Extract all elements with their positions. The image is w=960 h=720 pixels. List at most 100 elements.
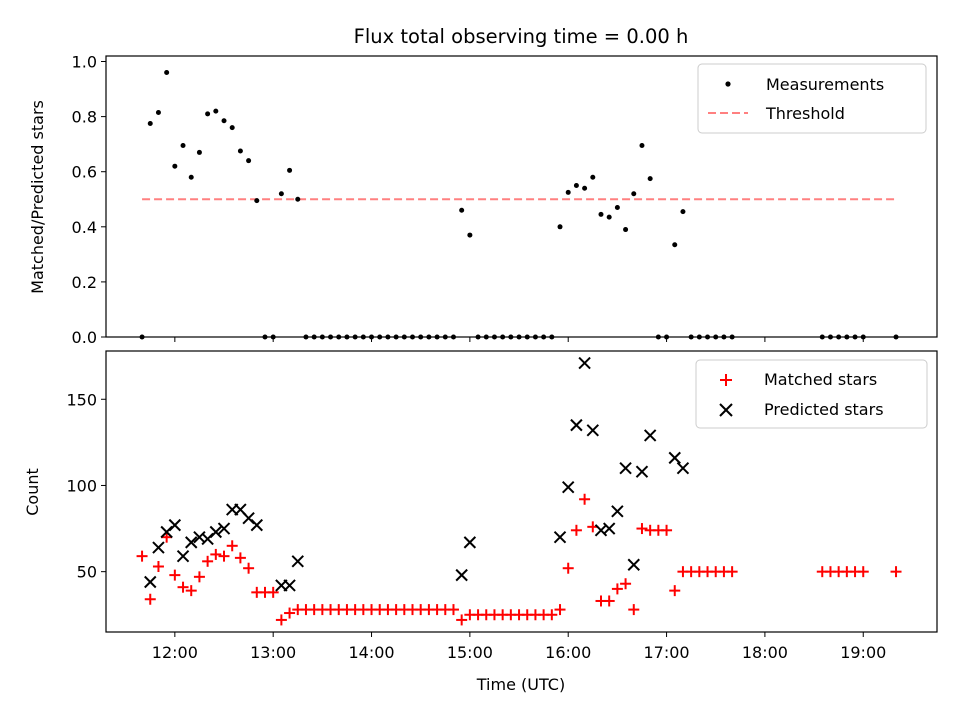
x-tick-label: 13:00: [250, 643, 296, 662]
measurement-point: [229, 125, 235, 131]
bottom-y-tick-label: 100: [66, 476, 97, 495]
predicted-stars-series: [144, 356, 690, 592]
top-plot-frame: [105, 55, 938, 338]
matched-star-point: [620, 578, 632, 590]
matched-star-point: [144, 593, 156, 605]
x-tick-label: 19:00: [840, 643, 886, 662]
predicted-star-point: [250, 518, 264, 532]
measurement-point: [467, 232, 473, 238]
matched-star-point: [554, 604, 566, 616]
measurement-point: [614, 205, 620, 211]
top-legend-box: [697, 63, 927, 134]
predicted-star-point: [553, 530, 567, 544]
matched-star-point: [611, 583, 623, 595]
x-axis-label: Time (UTC): [476, 675, 565, 694]
predicted-star-point: [643, 429, 657, 442]
bottom-y-axis-label: Count: [23, 468, 42, 516]
matched-star-point: [890, 566, 902, 578]
predicted-star-point: [578, 356, 591, 370]
matched-star-point: [284, 607, 296, 619]
matched-star-point: [193, 571, 205, 583]
x-tick-label: 14:00: [348, 643, 394, 662]
top-y-tick-label: 0.8: [72, 108, 97, 127]
matched-star-point: [661, 524, 673, 536]
matched-star-point: [226, 540, 238, 552]
matched-star-point: [185, 585, 197, 597]
measurement-point: [246, 158, 252, 164]
predicted-star-point: [602, 522, 616, 535]
predicted-star-point: [635, 465, 649, 478]
predicted-star-point: [627, 558, 640, 571]
top-y-tick-label: 0.4: [72, 218, 97, 237]
measurement-point: [639, 143, 645, 149]
measurement-point: [623, 227, 629, 233]
measurement-point: [196, 149, 202, 155]
measurement-point: [459, 207, 465, 213]
bottom-plot-frame: [105, 350, 938, 633]
matched-star-point: [456, 614, 468, 626]
legend-matched-label: Matched stars: [764, 370, 877, 389]
predicted-star-point: [668, 451, 681, 465]
matched-star-point: [570, 524, 582, 536]
matched-star-point: [636, 523, 648, 535]
bottom-legend: Matched stars Predicted stars: [695, 359, 928, 429]
matched-star-point: [210, 548, 222, 560]
bottom-legend-box: [695, 359, 928, 429]
x-tick-label: 12:00: [152, 643, 198, 662]
matched-star-point: [275, 614, 287, 626]
top-y-axis-label: Matched/Predicted stars: [28, 100, 47, 294]
measurement-point: [254, 198, 260, 204]
measurement-point: [606, 214, 612, 220]
predicted-star-point: [168, 518, 182, 532]
measurement-point: [172, 163, 178, 169]
matched-star-point: [628, 604, 640, 616]
x-tick-label: 16:00: [545, 643, 591, 662]
predicted-star-point: [152, 541, 165, 554]
measurement-point: [647, 176, 653, 182]
bottom-y-tick-label: 50: [77, 563, 97, 582]
predicted-star-point: [144, 575, 157, 589]
chart-title: Flux total observing time = 0.00 h: [354, 25, 689, 48]
predicted-star-point: [562, 480, 575, 494]
bottom-y-tick-label: 150: [66, 390, 97, 409]
measurement-point: [147, 120, 153, 126]
measurement-point: [287, 167, 293, 173]
measurement-point: [205, 111, 211, 117]
matched-star-point: [603, 595, 615, 607]
measurement-point: [672, 242, 678, 248]
measurement-point: [188, 174, 194, 180]
measurement-point: [565, 189, 571, 195]
predicted-star-point: [176, 549, 190, 563]
predicted-star-point: [291, 555, 304, 568]
predicted-star-point: [619, 462, 632, 475]
matched-star-point: [202, 555, 214, 567]
bottom-panel: 50 100 150 12:00 13:00 14:00 15:00 16:00 17:00 18…: [23, 350, 938, 694]
measurement-point: [155, 109, 161, 115]
measurement-point: [631, 191, 637, 197]
predicted-star-point: [217, 522, 231, 535]
x-tick-label: 18:00: [742, 643, 788, 662]
matched-star-point: [447, 604, 459, 616]
matched-star-point: [546, 609, 558, 621]
x-tick-label: 17:00: [644, 643, 690, 662]
matched-star-point: [243, 562, 255, 574]
matched-star-point: [136, 550, 148, 562]
predicted-star-point: [209, 525, 223, 539]
measurement-point: [582, 185, 588, 191]
matched-star-point: [161, 531, 173, 543]
matched-star-point: [169, 569, 181, 581]
bottom-axes: 50 100 150 12:00 13:00 14:00 15:00 16:00 17:00 18…: [66, 390, 886, 662]
top-y-tick-label: 0.2: [72, 273, 97, 292]
predicted-star-point: [611, 505, 624, 518]
legend-matched-marker: [720, 374, 732, 386]
matched-star-point: [177, 581, 189, 593]
predicted-star-point: [185, 536, 198, 549]
measurement-point: [573, 182, 579, 188]
predicted-star-point: [586, 424, 600, 437]
measurement-point: [598, 211, 604, 217]
matched-star-point: [726, 566, 738, 578]
matched-star-point: [218, 550, 230, 562]
measurement-point: [557, 224, 563, 230]
top-y-tick-label: 0.6: [72, 163, 97, 182]
